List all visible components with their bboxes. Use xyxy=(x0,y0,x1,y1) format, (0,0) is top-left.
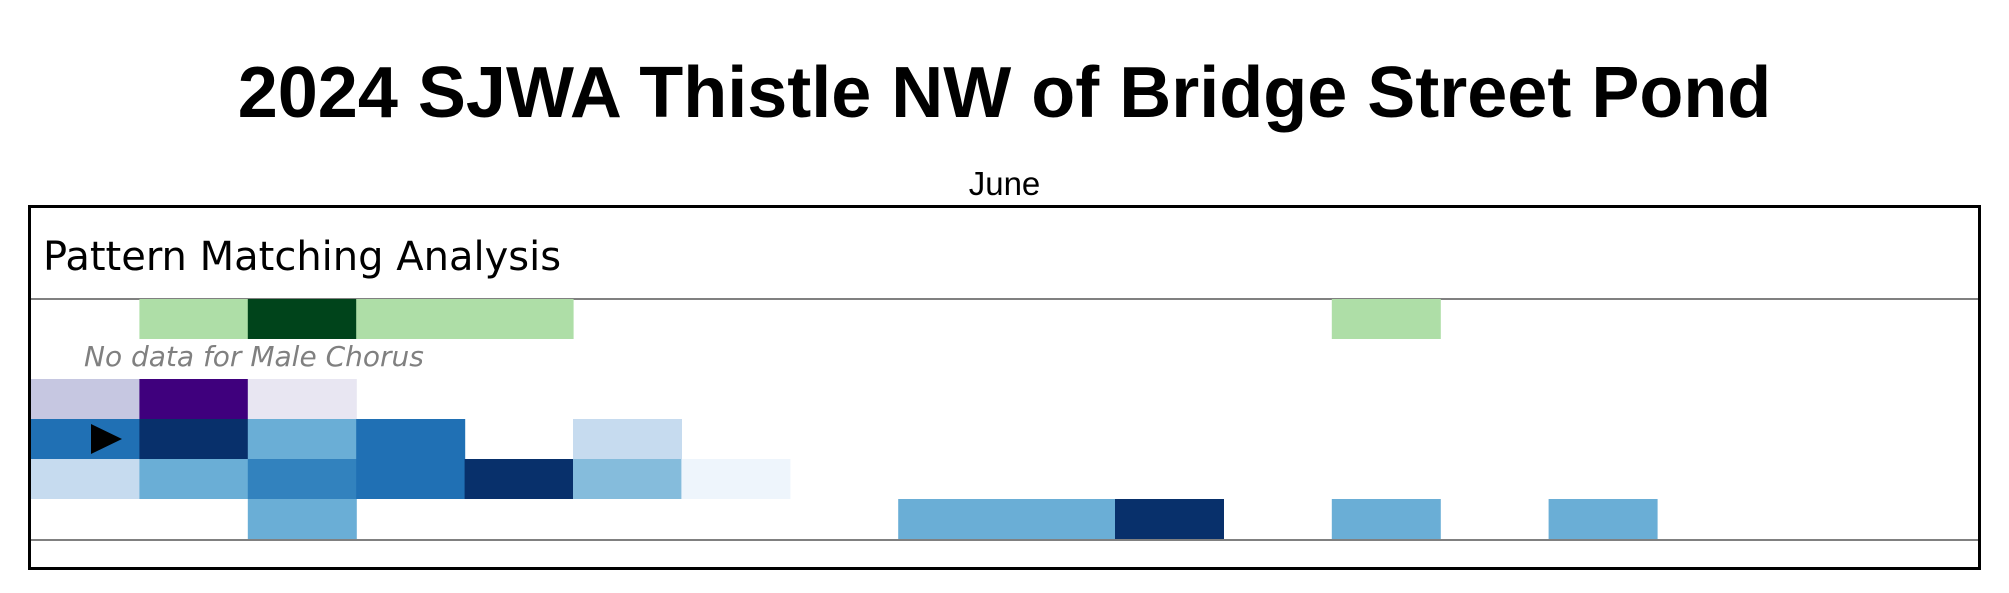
heatmap-cell xyxy=(1548,499,1658,539)
panel-divider-bottom xyxy=(31,539,1978,541)
heatmap-cell xyxy=(139,299,249,339)
heatmap-cell xyxy=(1115,499,1224,539)
heatmap-cell xyxy=(464,459,574,499)
heatmap-cell xyxy=(681,459,791,499)
heatmap-cell xyxy=(356,459,466,499)
panel-divider-top xyxy=(31,298,1978,300)
heatmap-cell xyxy=(573,419,682,459)
heatmap-cell xyxy=(247,299,357,339)
heatmap-cell xyxy=(31,459,140,499)
heatmap-cell xyxy=(139,419,249,459)
section-title: Pattern Matching Analysis xyxy=(43,234,562,280)
heatmap-cell xyxy=(31,419,140,459)
heatmap-cell xyxy=(247,379,357,419)
analysis-panel xyxy=(28,205,1981,570)
chart-title: 2024 SJWA Thistle NW of Bridge Street Po… xyxy=(237,53,1772,133)
heatmap-cell xyxy=(1331,499,1441,539)
chart-subtitle: June xyxy=(968,165,1041,202)
heatmap-cell xyxy=(31,379,140,419)
heatmap-cell xyxy=(139,459,249,499)
heatmap-cell xyxy=(247,419,357,459)
heatmap-cell xyxy=(139,379,249,419)
heatmap-cell xyxy=(1006,499,1116,539)
heatmap-cell xyxy=(464,299,574,339)
heatmap-cell xyxy=(356,419,466,459)
no-data-note: No data for Male Chorus xyxy=(84,340,424,373)
heatmap-cell xyxy=(356,299,466,339)
heatmap-cell xyxy=(247,459,357,499)
heatmap-cell xyxy=(898,499,1008,539)
heatmap-cell xyxy=(1331,299,1441,339)
heatmap-cell xyxy=(247,499,357,539)
play-marker xyxy=(91,424,122,454)
heatmap-cell xyxy=(573,459,682,499)
